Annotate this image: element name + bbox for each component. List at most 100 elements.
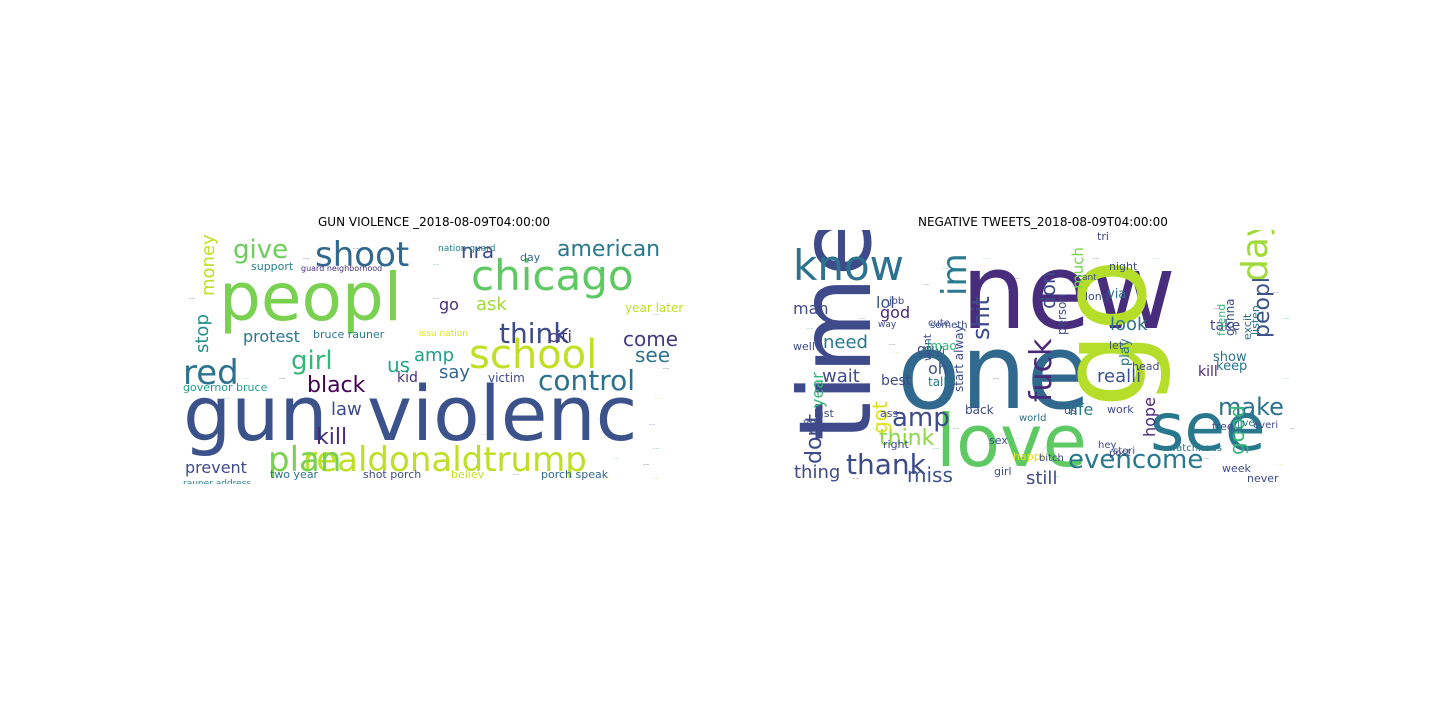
filler-word: ····· [643,462,649,467]
cloud-word: night [1109,260,1138,273]
filler-word: ····· [1093,256,1099,261]
cloud-word: porch speak [541,468,609,481]
cloud-word: man [793,299,829,318]
filler-word: ····· [1283,376,1289,381]
cloud-word: black [307,373,366,398]
cloud-word: issu nation [419,329,468,339]
filler-word: ····· [623,286,629,291]
cloud-word: excit [1241,313,1254,340]
cloud-word: support [251,260,294,273]
cloud-word: im [935,253,975,296]
cloud-word: feel [921,347,945,362]
cloud-word: play [1118,338,1133,366]
cloud-word: post [1109,448,1131,459]
filler-word: ····· [983,256,989,261]
cloud-word: bitch [1039,453,1064,464]
cloud-word: way [878,320,897,330]
left-panel-title: GUN VIOLENCE _2018-08-09T04:00:00 [318,215,551,229]
cloud-word: gonna [1223,298,1237,336]
cloud-word: go [439,295,459,314]
cloud-word: head [1132,360,1159,373]
right-panel-title: NEGATIVE TWEETS_2018-08-09T04:00:00 [918,215,1168,229]
cloud-word: got [868,401,892,434]
filler-word: ····· [653,446,659,451]
filler-word: ····· [1277,462,1283,467]
cloud-word: let [1109,339,1124,352]
cloud-word: see [635,343,670,367]
cloud-word: see [1150,389,1266,466]
cloud-word: stori [1113,446,1135,457]
cloud-word: shoot [315,235,409,275]
cloud-word: never [1247,472,1279,484]
filler-word: ····· [807,326,813,331]
cloud-word: shot porch [363,468,421,481]
filler-word: ····· [279,376,285,381]
left-word-cloud: ····· ····· ····· ····· ····· ····· ····· ·····… [183,230,685,484]
cloud-word: realdonaldtrump [303,440,587,480]
filler-word: ····· [653,476,659,481]
cloud-word: amp [414,345,454,366]
filler-word: ····· [1203,456,1209,461]
filler-word: ····· [973,356,979,361]
filler-word: ····· [913,470,919,475]
cloud-word: school [469,332,597,378]
cloud-word: citi [548,327,572,346]
cloud-word: realli [1097,366,1141,387]
filler-word: ····· [189,296,195,301]
cloud-word: person [1055,294,1069,335]
right-word-cloud-svg: ····· ····· ····· ····· ····· ····· ····· ·····… [793,230,1295,484]
cloud-word: protest [243,327,300,346]
cloud-word: new [961,231,1176,353]
cloud-word: know [793,241,904,290]
cloud-word: plan [268,440,341,480]
filler-word: ····· [383,256,389,261]
filler-word: ····· [853,476,859,481]
filler-word: ····· [433,262,439,267]
filler-word: ····· [1213,306,1219,311]
cloud-word: much [1069,247,1087,289]
filler-word: ····· [1123,270,1129,275]
cloud-word: miss [907,463,953,484]
cloud-word: god [880,303,910,322]
filler-word: ····· [649,422,655,427]
cloud-word: dont [802,414,827,464]
cloud-word: rauner address [183,479,251,484]
filler-word: ····· [513,436,519,441]
filler-word: ····· [195,366,201,371]
cloud-word: ll [1237,425,1243,436]
filler-word: ····· [503,416,509,421]
cloud-word: week [1222,462,1252,475]
filler-word: ····· [433,296,439,301]
cloud-word: back [965,403,994,417]
filler-word: ····· [923,282,929,287]
cloud-word: year [808,372,827,408]
cloud-word: tri [1097,230,1109,243]
right-word-cloud: ····· ····· ····· ····· ····· ····· ····· ·····… [793,230,1295,484]
cloud-word: prevent [185,458,247,477]
cloud-word: girl [291,346,333,376]
cloud-word: control [538,364,635,397]
filler-word: ····· [813,436,819,441]
cloud-word: girl [994,465,1012,478]
cloud-word: chicago [471,251,634,300]
cloud-word: sex [989,434,1008,447]
cloud-word: everi [1253,420,1278,431]
cloud-word: gun [183,369,328,458]
cloud-word: law [331,399,362,420]
cloud-word: want [921,333,934,361]
cloud-word: make [1218,393,1284,421]
cloud-word: amp [892,403,950,433]
cloud-word: red [183,353,239,393]
cloud-word: evencome [1068,445,1203,475]
cloud-word: well [793,340,815,353]
cloud-word: us [387,353,410,377]
filler-word: ····· [655,396,661,401]
filler-word: ····· [333,286,339,291]
cloud-word: last [814,407,835,420]
cloud-word: start alway [952,325,966,392]
cloud-word: live [1237,418,1255,429]
cloud-word: thing [794,462,840,483]
cloud-word: don [1036,271,1060,309]
cloud-word: governor bruce [183,381,268,394]
cloud-word: lmao [927,339,957,353]
